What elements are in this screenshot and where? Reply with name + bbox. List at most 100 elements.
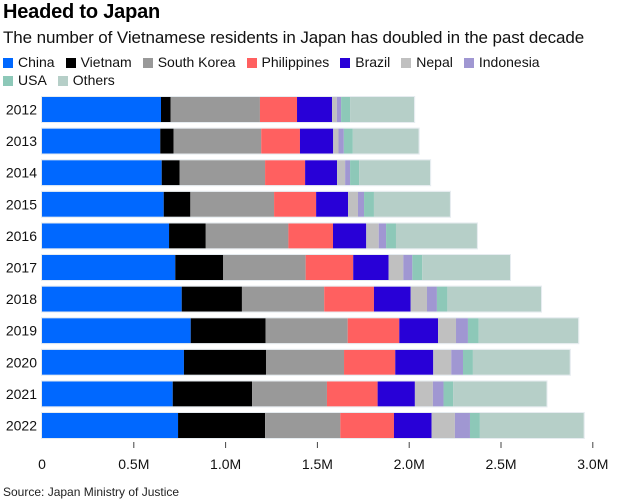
x-tick-label: 2.5M bbox=[485, 456, 516, 472]
bar-segment-nepal bbox=[332, 97, 337, 122]
bar-segment-china bbox=[42, 255, 176, 280]
bar-segment-south-korea bbox=[265, 413, 341, 438]
bar-segment-others bbox=[479, 413, 584, 438]
x-tick-label: 1.5M bbox=[302, 456, 333, 472]
bar-segment-indonesia bbox=[338, 128, 344, 154]
bar-segment-nepal bbox=[431, 413, 455, 438]
legend-label: China bbox=[18, 54, 55, 70]
bar-segment-south-korea bbox=[170, 97, 260, 122]
x-tick-label: 2.0M bbox=[394, 456, 425, 472]
x-tick-label: 0.5M bbox=[118, 456, 149, 472]
bar-segment-usa bbox=[467, 318, 479, 344]
bar-row-2013: 2013 bbox=[6, 127, 420, 155]
bar-segment-nepal bbox=[438, 318, 457, 344]
legend-swatch bbox=[65, 58, 76, 68]
bar-segment-brazil bbox=[393, 413, 432, 438]
bar-segment-indonesia bbox=[427, 286, 437, 312]
bar-segment-nepal bbox=[366, 223, 379, 249]
bar-outline bbox=[41, 285, 543, 313]
legend-label: Brazil bbox=[355, 54, 391, 70]
legend-label: South Korea bbox=[157, 54, 236, 70]
bar-segment-philippines bbox=[324, 286, 374, 312]
legend-item-vietnam: Vietnam bbox=[65, 53, 132, 71]
legend-swatch bbox=[57, 76, 68, 86]
bar-segment-vietnam bbox=[175, 255, 224, 280]
bar-segment-others bbox=[352, 128, 419, 154]
bar-segment-vietnam bbox=[181, 286, 242, 312]
legend-item-philippines: Philippines bbox=[246, 53, 330, 71]
bar-segment-brazil bbox=[299, 128, 334, 154]
legend-item-others: Others bbox=[57, 71, 115, 89]
legend-swatch bbox=[246, 58, 257, 68]
legend-label: Vietnam bbox=[80, 54, 132, 70]
x-tick-label: 0 bbox=[38, 456, 46, 472]
y-tick-label: 2012 bbox=[6, 102, 37, 118]
bar-outline bbox=[41, 412, 585, 439]
legend-item-brazil: Brazil bbox=[340, 53, 390, 71]
bar-segment-nepal bbox=[388, 255, 404, 280]
bar-segment-indonesia bbox=[357, 191, 365, 217]
bar-segment-indonesia bbox=[336, 97, 342, 122]
bar-row-2017: 2017 bbox=[6, 254, 511, 281]
bar-segment-nepal bbox=[333, 128, 339, 154]
bar-outline bbox=[41, 127, 420, 155]
bar-segment-others bbox=[350, 97, 415, 122]
legend-item-south-korea: South Korea bbox=[142, 53, 236, 71]
bar-outline bbox=[41, 380, 548, 408]
y-tick-label: 2021 bbox=[6, 386, 37, 402]
y-tick-label: 2014 bbox=[6, 165, 37, 181]
bar-segment-usa bbox=[469, 413, 480, 438]
bar-outline bbox=[41, 348, 571, 376]
legend-swatch bbox=[340, 58, 351, 68]
bar-segment-brazil bbox=[353, 255, 389, 280]
bar-segment-usa bbox=[436, 286, 448, 312]
y-tick-label: 2022 bbox=[6, 418, 37, 434]
bar-segment-nepal bbox=[348, 191, 358, 217]
bar-segment-indonesia bbox=[454, 413, 470, 438]
bar-segment-vietnam bbox=[160, 97, 171, 122]
bar-segment-china bbox=[42, 223, 170, 249]
bar-segment-vietnam bbox=[172, 381, 253, 407]
bar-segment-china bbox=[42, 286, 182, 312]
y-tick-label: 2016 bbox=[6, 228, 37, 244]
legend-swatch bbox=[401, 58, 412, 68]
y-tick-label: 2013 bbox=[6, 133, 37, 149]
chart-title: Headed to Japan bbox=[3, 1, 161, 23]
legend-swatch bbox=[3, 58, 13, 68]
bar-segment-south-korea bbox=[173, 128, 262, 154]
legend-label: Indonesia bbox=[478, 54, 540, 70]
bar-segment-south-korea bbox=[265, 349, 345, 375]
bar-segment-vietnam bbox=[163, 191, 191, 217]
bar-segment-usa bbox=[412, 255, 423, 280]
legend-item-usa: USA bbox=[3, 71, 47, 89]
bar-segment-vietnam bbox=[161, 160, 180, 186]
bar-segment-usa bbox=[443, 381, 454, 407]
bar-segment-brazil bbox=[395, 349, 434, 375]
bar-segment-others bbox=[453, 381, 547, 407]
bar-segment-others bbox=[422, 255, 510, 280]
bar-segment-china bbox=[42, 318, 191, 344]
bar-segment-south-korea bbox=[223, 255, 306, 280]
bar-segment-philippines bbox=[326, 381, 378, 407]
bar-segment-vietnam bbox=[183, 349, 266, 375]
bar-row-2014: 2014 bbox=[6, 159, 432, 187]
bar-row-2019: 2019 bbox=[6, 317, 580, 345]
bar-segment-philippines bbox=[274, 191, 317, 217]
bar-segment-china bbox=[42, 413, 179, 438]
bar-segment-south-korea bbox=[252, 381, 327, 407]
bar-segment-philippines bbox=[265, 160, 306, 186]
bar-outline bbox=[41, 190, 451, 218]
y-tick-label: 2019 bbox=[6, 323, 37, 339]
bar-segment-usa bbox=[343, 128, 353, 154]
bar-segment-brazil bbox=[373, 286, 411, 312]
bar-outline bbox=[41, 96, 416, 123]
bar-segment-nepal bbox=[433, 349, 452, 375]
bar-segment-nepal bbox=[337, 160, 346, 186]
bar-segment-vietnam bbox=[190, 318, 266, 344]
source-note: Source: Japan Ministry of Justice bbox=[3, 485, 180, 499]
legend-label: Philippines bbox=[261, 54, 330, 70]
legend-swatch bbox=[142, 58, 153, 68]
bar-segment-nepal bbox=[410, 286, 428, 312]
bar-segment-brazil bbox=[333, 223, 367, 249]
legend-label: Nepal bbox=[416, 54, 453, 70]
